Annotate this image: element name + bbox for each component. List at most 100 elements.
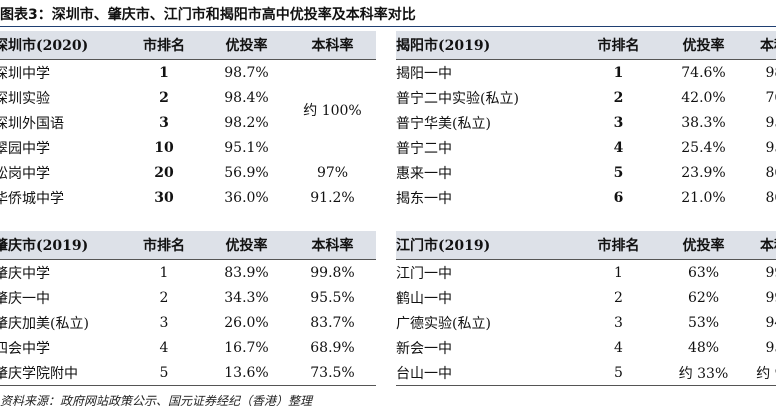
bk-cell: 97% <box>316 164 349 181</box>
rank-cell: 1 <box>614 264 623 281</box>
header-rank: 市排名 <box>576 231 661 260</box>
yt-cell: 25.4% <box>681 139 726 156</box>
jieyang-table: 揭阳市(2019) 市排名 优投率 本科率 揭阳一中 1 74.6% 98% 普… <box>396 31 776 209</box>
school-name: 华侨城中学 <box>0 185 124 209</box>
bk-cell: 99% <box>765 289 776 306</box>
rank-cell: 3 <box>159 114 169 131</box>
school-name: 台山一中 <box>396 360 576 386</box>
yt-cell: 38.3% <box>681 114 726 131</box>
rank-cell: 1 <box>613 64 624 81</box>
figure-title: 图表3：深圳市、肇庆市、江门市和揭阳市高中优投率及本科率对比 <box>0 7 416 23</box>
table-row: 江门一中 1 63% 99% <box>396 260 776 286</box>
yt-cell: 13.6% <box>204 360 289 386</box>
yt-cell: 53% <box>687 314 720 331</box>
school-name: 肇庆学院附中 <box>0 360 124 386</box>
bk-cell: 99% <box>765 264 776 281</box>
rank-cell: 5 <box>124 360 204 386</box>
rank-cell: 6 <box>576 185 661 209</box>
header-bk: 本科率 <box>289 31 376 60</box>
bk-cell: 94% <box>765 314 776 331</box>
bk-cell: 86% <box>746 185 776 209</box>
table-row: 深圳实验 2 98.4% <box>0 85 376 110</box>
school-name: 揭阳一中 <box>396 65 452 82</box>
rank-cell: 4 <box>159 339 169 356</box>
table-row: 华侨城中学 30 36.0% 91.2% <box>0 185 376 209</box>
rank-cell: 3 <box>614 314 623 331</box>
school-name: 揭东一中 <box>396 185 576 209</box>
school-name: 新会一中 <box>396 340 452 357</box>
header-yt: 优投率 <box>661 231 746 260</box>
header-city: 深圳市(2020) <box>0 31 124 60</box>
school-name: 普宁二中实验(私立) <box>396 90 519 107</box>
yt-cell: 95.1% <box>224 139 269 156</box>
yt-cell: 74.6% <box>681 64 726 81</box>
school-name: 广德实验(私立) <box>396 315 491 332</box>
table-row: 松岗中学 20 56.9% 97% <box>0 160 376 185</box>
bk-cell: 76% <box>765 89 776 106</box>
table-row: 四会中学 4 16.7% 68.9% <box>0 335 376 360</box>
bk-merged-cell: 约 100% <box>303 103 362 119</box>
school-name: 深圳实验 <box>0 90 50 107</box>
table-row: 肇庆加美(私立) 3 26.0% 83.7% <box>0 310 376 335</box>
header-rank: 市排名 <box>124 231 204 260</box>
header-yt: 优投率 <box>661 31 746 60</box>
table-row: 肇庆一中 2 34.3% 95.5% <box>0 285 376 310</box>
table-row: 深圳外国语 3 98.2% <box>0 110 376 135</box>
table-row: 肇庆中学 1 83.9% 99.8% <box>0 260 376 286</box>
bk-cell: 95% <box>765 139 776 156</box>
yt-cell: 23.9% <box>681 164 726 181</box>
header-city: 肇庆市(2019) <box>0 231 124 260</box>
jiangmen-header-row: 江门市(2019) 市排名 优投率 本科率 <box>396 231 776 260</box>
school-name: 深圳外国语 <box>0 115 64 132</box>
yt-cell: 约 33% <box>661 360 746 386</box>
zhaoqing-header-row: 肇庆市(2019) 市排名 优投率 本科率 <box>0 231 376 260</box>
yt-cell: 42.0% <box>681 89 726 106</box>
school-name: 肇庆加美(私立) <box>0 315 89 332</box>
rank-cell: 5 <box>576 360 661 386</box>
bk-cell: 73.5% <box>289 360 376 386</box>
bk-cell: 95% <box>765 339 776 356</box>
shenzhen-table-panel: 深圳市(2020) 市排名 优投率 本科率 深圳中学 1 98.7% 约 100… <box>0 31 376 209</box>
rank-cell: 2 <box>613 89 624 106</box>
bk-cell: 99.8% <box>310 264 355 281</box>
school-name: 普宁华美(私立) <box>396 115 491 132</box>
school-name: 普宁二中 <box>396 140 452 157</box>
rank-cell: 30 <box>124 185 204 209</box>
bk-cell: 95.5% <box>310 289 355 306</box>
rank-cell: 2 <box>159 289 169 306</box>
school-name: 深圳中学 <box>0 65 50 82</box>
source-note: 资料来源：政府网站政策公示、国元证券经纪（香港）整理 <box>0 394 313 408</box>
table-row: 新会一中 4 48% 95% <box>396 335 776 360</box>
yt-cell: 98.2% <box>224 114 269 131</box>
school-name: 鹤山一中 <box>396 290 452 307</box>
header-bk: 本科率 <box>746 231 776 260</box>
table-row: 普宁二中 4 25.4% 95% <box>396 135 776 160</box>
header-bk: 本科率 <box>746 31 776 60</box>
bk-cell: 68.9% <box>310 339 355 356</box>
table-row: 鹤山一中 2 62% 99% <box>396 285 776 310</box>
bk-cell: 约 90% <box>746 360 776 386</box>
yt-cell: 26.0% <box>224 314 269 331</box>
rank-cell: 2 <box>159 89 169 106</box>
zhaoqing-table: 肇庆市(2019) 市排名 优投率 本科率 肇庆中学 1 83.9% 99.8%… <box>0 231 376 386</box>
jieyang-table-panel: 揭阳市(2019) 市排名 优投率 本科率 揭阳一中 1 74.6% 98% 普… <box>396 31 776 209</box>
header-bk: 本科率 <box>289 231 376 260</box>
jiangmen-table: 江门市(2019) 市排名 优投率 本科率 江门一中 1 63% 99% 鹤山一… <box>396 231 776 386</box>
school-name: 松岗中学 <box>0 165 50 182</box>
yt-cell: 16.7% <box>224 339 269 356</box>
title-rule <box>0 26 776 27</box>
shenzhen-table: 深圳市(2020) 市排名 优投率 本科率 深圳中学 1 98.7% 约 100… <box>0 31 376 209</box>
rank-cell: 20 <box>154 164 174 181</box>
shenzhen-header-row: 深圳市(2020) 市排名 优投率 本科率 <box>0 31 376 60</box>
header-rank: 市排名 <box>576 31 661 60</box>
yt-cell: 48% <box>687 339 720 356</box>
table-row: 普宁二中实验(私立) 2 42.0% 76% <box>396 85 776 110</box>
table-row: 揭东一中 6 21.0% 86% <box>396 185 776 209</box>
yt-cell: 62% <box>687 289 720 306</box>
rank-cell: 10 <box>154 139 174 156</box>
jiangmen-table-panel: 江门市(2019) 市排名 优投率 本科率 江门一中 1 63% 99% 鹤山一… <box>396 231 776 386</box>
table-row: 普宁华美(私立) 3 38.3% 95% <box>396 110 776 135</box>
table-row: 揭阳一中 1 74.6% 98% <box>396 60 776 86</box>
yt-cell: 63% <box>687 264 720 281</box>
table-row: 深圳中学 1 98.7% 约 100% <box>0 60 376 120</box>
